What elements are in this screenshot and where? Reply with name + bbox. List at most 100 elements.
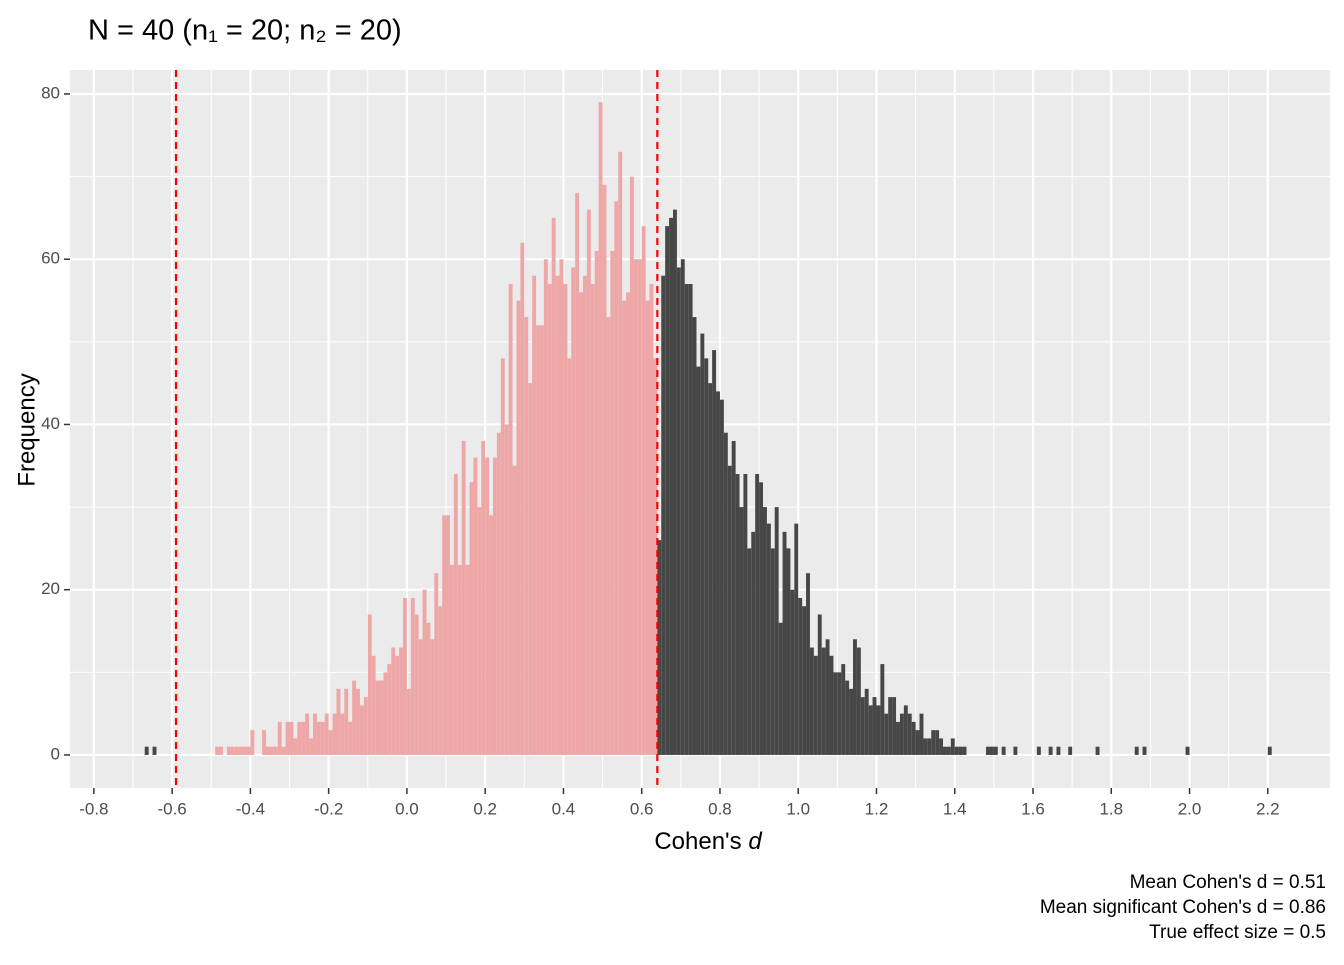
bar: [477, 507, 482, 755]
bar: [899, 713, 904, 755]
bar: [680, 259, 685, 755]
x-axis-title-italic: d: [748, 828, 762, 855]
bar: [434, 573, 439, 755]
bar: [379, 680, 384, 755]
bar: [406, 688, 411, 755]
bar: [1056, 746, 1061, 755]
bar: [555, 275, 560, 755]
bar: [633, 259, 638, 755]
bar: [782, 531, 787, 755]
x-axis-title-text: Cohen's: [654, 828, 741, 855]
x-tick-label: 1.8: [1099, 799, 1123, 818]
bar: [293, 738, 298, 755]
bar: [144, 746, 149, 755]
y-tick-label: 40: [41, 414, 60, 433]
bar: [242, 746, 247, 755]
bar: [809, 647, 814, 755]
bar: [766, 523, 771, 755]
bar: [250, 730, 255, 755]
bar: [958, 746, 963, 755]
bar: [215, 746, 220, 755]
bar: [266, 746, 270, 755]
bar: [637, 259, 642, 755]
bar: [575, 193, 580, 755]
bar: [723, 432, 728, 755]
bar: [692, 317, 697, 755]
bar: [962, 746, 967, 755]
bar: [872, 697, 877, 755]
caption: True effect size = 0.5: [1149, 922, 1326, 943]
bar: [508, 283, 513, 755]
bar: [813, 655, 818, 755]
bar: [219, 746, 223, 755]
x-tick-label: -0.6: [157, 799, 186, 818]
x-tick-label: 0.0: [395, 799, 419, 818]
bar: [825, 639, 830, 755]
bar: [485, 457, 490, 755]
bar: [289, 721, 294, 755]
x-tick-label: 1.2: [865, 799, 889, 818]
bar: [571, 267, 576, 755]
bar: [152, 746, 157, 755]
bar: [907, 713, 912, 755]
bar: [645, 300, 650, 755]
bar: [704, 358, 709, 755]
bar: [657, 540, 662, 755]
bar: [336, 688, 341, 755]
y-tick-label: 20: [41, 579, 60, 598]
bar: [332, 713, 337, 755]
bar: [234, 746, 239, 755]
bar: [504, 424, 509, 755]
bar: [422, 589, 427, 755]
bar: [309, 738, 313, 755]
bar: [919, 713, 924, 755]
bar: [489, 515, 493, 755]
bar: [774, 507, 779, 755]
bar: [1013, 746, 1018, 755]
bar: [238, 746, 243, 755]
bar: [324, 713, 329, 755]
bar: [269, 746, 274, 755]
bar: [285, 721, 290, 755]
bar: [590, 283, 595, 755]
bar: [473, 457, 478, 755]
bar: [716, 391, 720, 755]
bar: [449, 564, 454, 755]
bar: [410, 597, 415, 755]
bar: [923, 738, 928, 755]
bar: [496, 432, 501, 755]
bar: [602, 184, 607, 755]
bar: [833, 672, 838, 755]
bar: [438, 606, 443, 755]
y-tick-label: 60: [41, 249, 60, 268]
bar: [676, 267, 681, 755]
bar: [673, 209, 677, 755]
caption: Mean Cohen's d = 0.51: [1130, 872, 1326, 893]
bar: [305, 713, 310, 755]
bar: [751, 531, 756, 755]
bar: [954, 746, 959, 755]
bar: [363, 697, 368, 755]
bar: [802, 606, 807, 755]
bar: [798, 597, 803, 755]
bar: [528, 383, 533, 755]
bar: [313, 713, 317, 755]
bar: [790, 589, 795, 755]
x-tick-label: 2.0: [1178, 799, 1202, 818]
bar: [860, 697, 865, 755]
bar: [543, 259, 548, 755]
bar: [739, 507, 744, 755]
bar: [712, 350, 717, 755]
x-tick-label: 2.2: [1256, 799, 1280, 818]
bar: [989, 746, 994, 755]
bar: [641, 226, 646, 755]
bar: [606, 317, 611, 755]
bar: [849, 688, 853, 755]
bar: [763, 507, 767, 755]
bar: [700, 333, 705, 755]
bar: [493, 457, 497, 755]
bar: [512, 465, 517, 755]
bar: [320, 721, 325, 755]
bar: [759, 482, 763, 755]
bar: [892, 697, 897, 755]
